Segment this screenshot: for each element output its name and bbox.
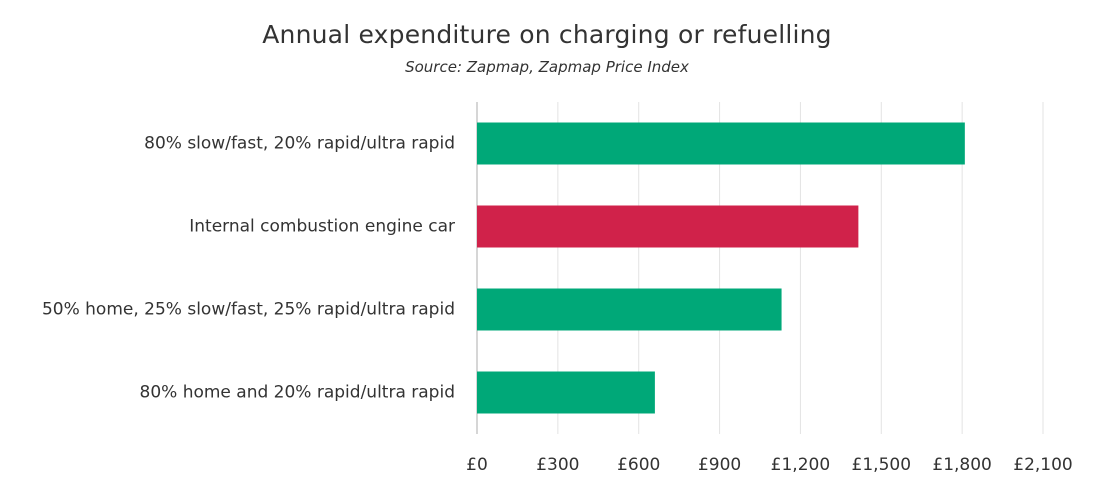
bars	[477, 122, 965, 414]
chart-title: Annual expenditure on charging or refuel…	[262, 20, 832, 49]
category-labels: 80% slow/fast, 20% rapid/ultra rapid Inte…	[42, 134, 455, 403]
category-label: 80% slow/fast, 20% rapid/ultra rapid	[144, 134, 455, 154]
x-tick-label: £1,200	[771, 455, 830, 475]
bar	[477, 288, 782, 331]
x-tick-label: £2,100	[1013, 455, 1072, 475]
x-tick-labels: £0 £300 £600 £900 £1,200 £1,500 £1,800 £2,100	[466, 455, 1073, 475]
x-tick-label: £1,800	[932, 455, 991, 475]
x-tick-label: £1,500	[852, 455, 911, 475]
category-label: Internal combustion engine car	[189, 217, 455, 237]
x-tick-label: £0	[466, 455, 488, 475]
chart-subtitle: Source: Zapmap, Zapmap Price Index	[405, 58, 689, 76]
x-tick-label: £300	[536, 455, 579, 475]
x-tick-label: £900	[698, 455, 741, 475]
bar	[477, 122, 965, 165]
bar	[477, 205, 859, 248]
bar	[477, 371, 655, 414]
x-tick-label: £600	[617, 455, 660, 475]
category-label: 50% home, 25% slow/fast, 25% rapid/ultra…	[42, 300, 455, 320]
category-label: 80% home and 20% rapid/ultra rapid	[140, 383, 456, 403]
